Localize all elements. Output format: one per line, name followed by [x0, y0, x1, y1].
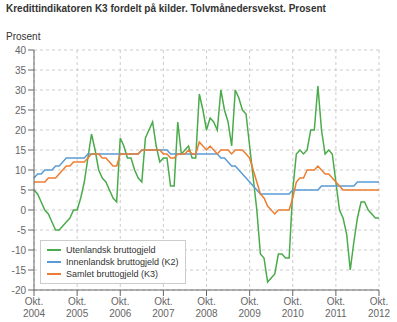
html-text:Kredittindikatoren K3 fordelt: Kredittindikatoren K3 fordelt på kilder.… — [6, 3, 326, 14]
svg-text:Okt.2004: Okt.2004 — [23, 296, 46, 319]
svg-text:15: 15 — [15, 145, 27, 156]
html-text:Innenlandsk bruttogjeld (K2): Innenlandsk bruttogjeld (K2) — [66, 257, 179, 267]
html-text:Samlet bruttogjeld (K3): Samlet bruttogjeld (K3) — [66, 269, 158, 279]
svg-text:Okt.2012: Okt.2012 — [368, 296, 389, 319]
svg-text:Okt.2005: Okt.2005 — [66, 296, 89, 319]
svg-text:20: 20 — [15, 125, 27, 136]
svg-text:0: 0 — [20, 205, 26, 216]
svg-text:-5: -5 — [17, 225, 26, 236]
html-text:Utenlandsk bruttogjeld: Utenlandsk bruttogjeld — [66, 245, 156, 255]
svg-text:5: 5 — [20, 185, 26, 196]
svg-text:35: 35 — [15, 65, 27, 76]
html-text:Prosent: Prosent — [6, 31, 41, 42]
svg-text:-20: -20 — [12, 285, 27, 296]
svg-text:Okt.2006: Okt.2006 — [109, 296, 132, 319]
svg-text:-10: -10 — [12, 245, 27, 256]
svg-text:Okt.2011: Okt.2011 — [325, 296, 347, 319]
svg-text:Okt.2009: Okt.2009 — [239, 296, 262, 319]
svg-text:-15: -15 — [12, 265, 27, 276]
svg-text:Okt.2008: Okt.2008 — [195, 296, 218, 319]
svg-text:Okt.2010: Okt.2010 — [282, 296, 305, 319]
svg-text:Okt.2007: Okt.2007 — [152, 296, 175, 319]
svg-text:25: 25 — [15, 105, 27, 116]
svg-text:30: 30 — [15, 85, 27, 96]
svg-text:10: 10 — [15, 165, 27, 176]
svg-text:40: 40 — [15, 45, 27, 56]
